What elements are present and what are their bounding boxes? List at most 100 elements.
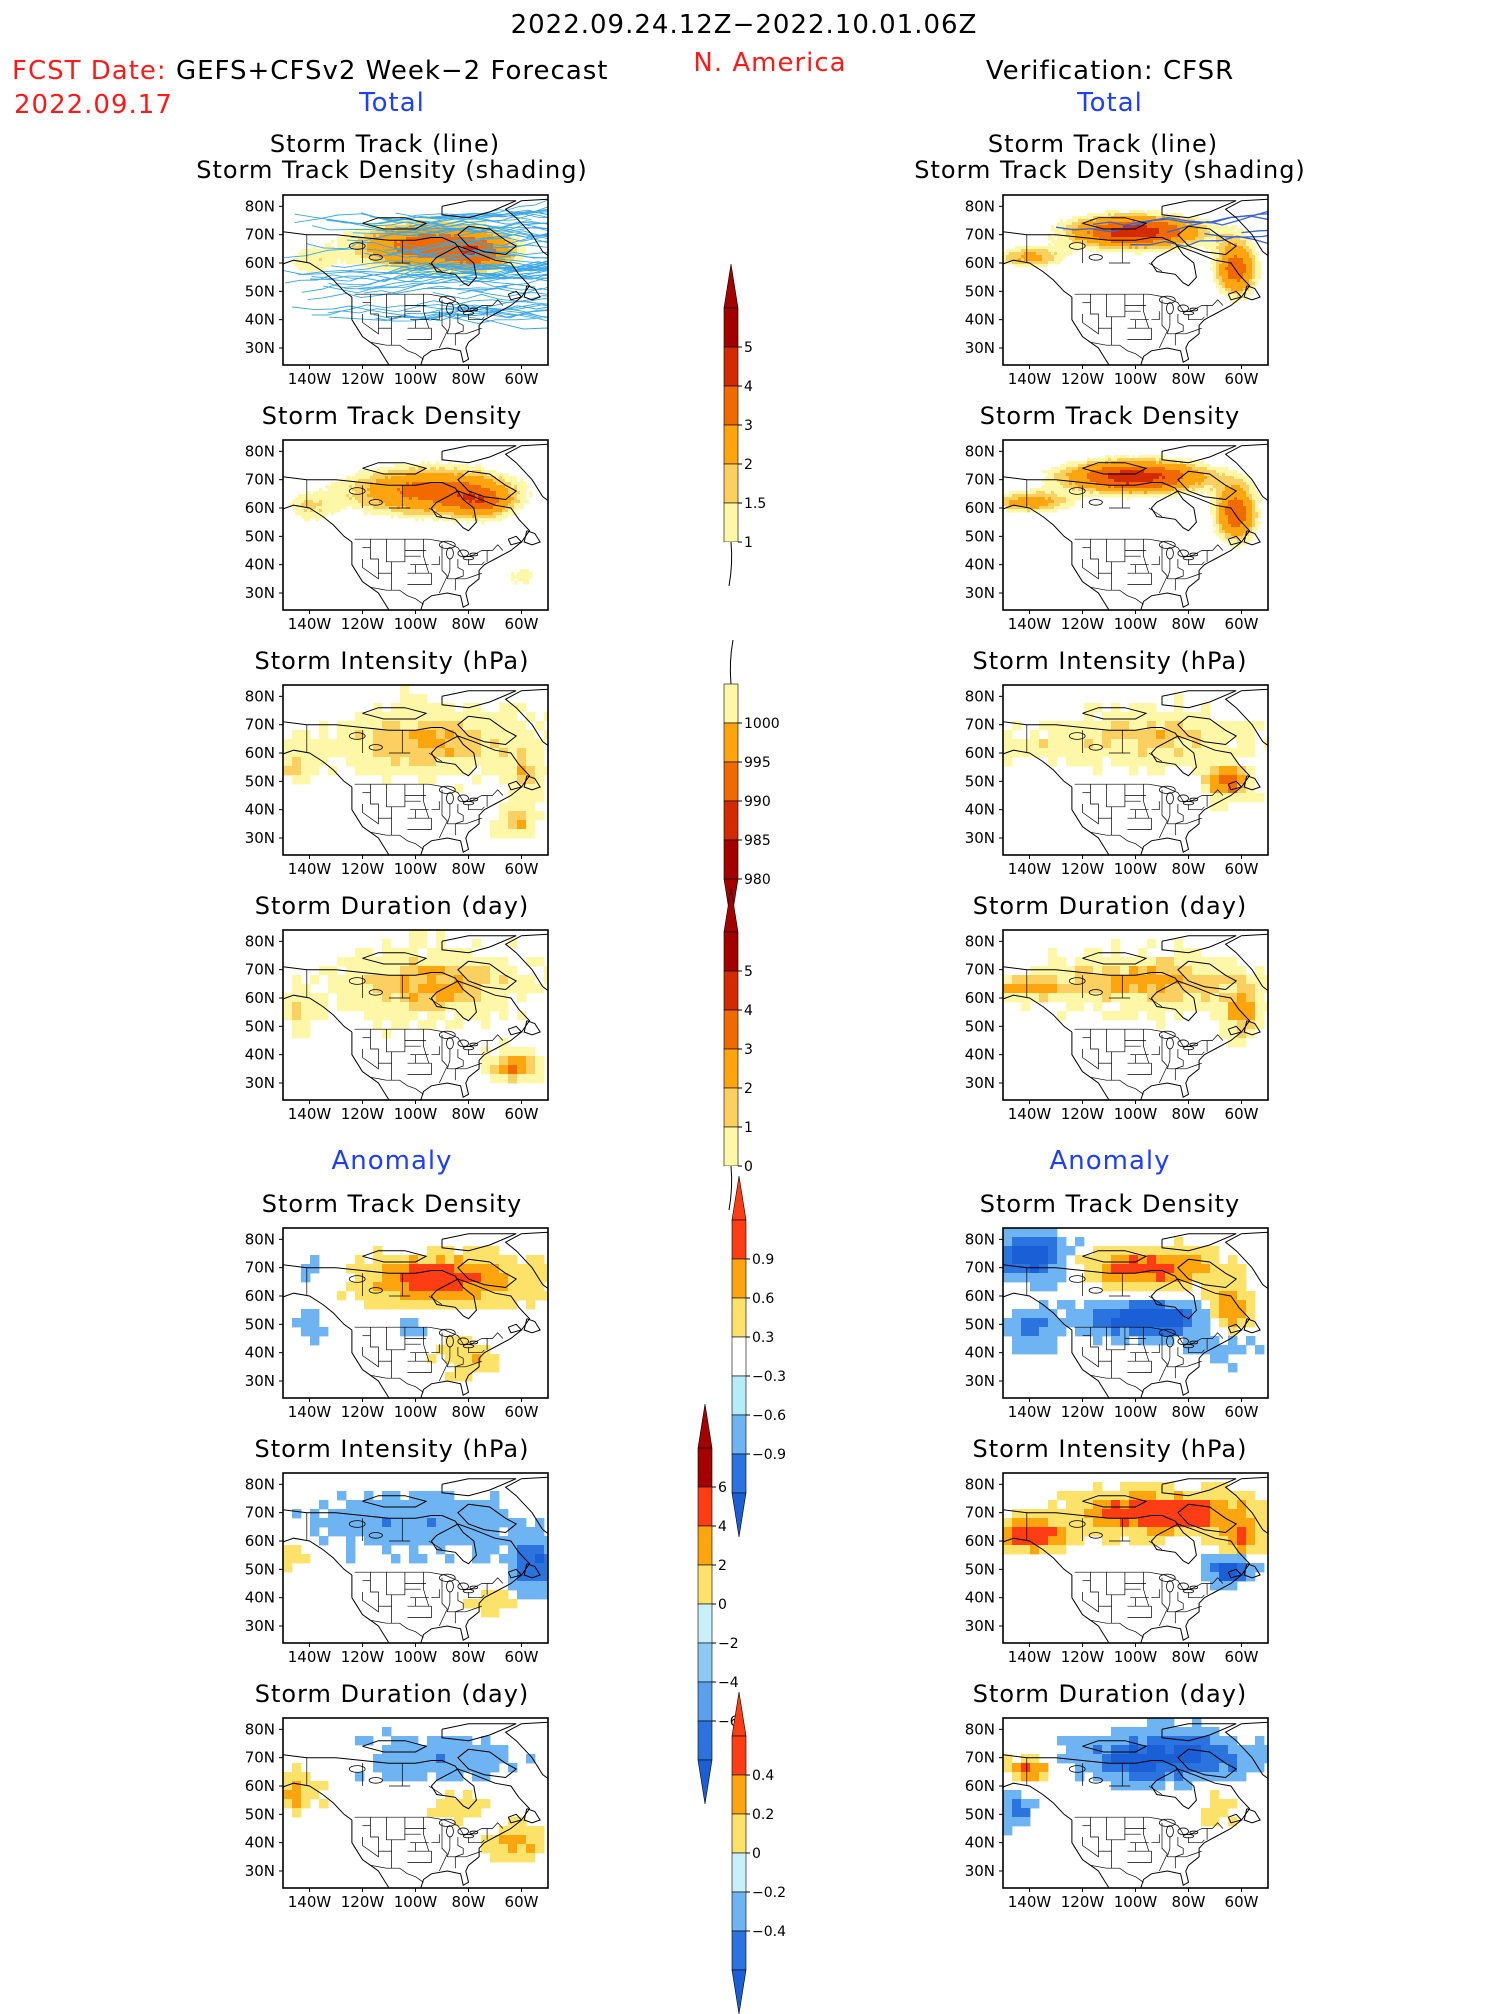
- lake-outline: [1089, 1288, 1102, 1294]
- lon-label: 120W: [341, 860, 385, 878]
- lon-label: 100W: [394, 860, 438, 878]
- colorbar-segment: [732, 1259, 746, 1298]
- colorbar-segment: [698, 1487, 712, 1526]
- colorbar-level-label: 0: [718, 1597, 727, 1613]
- lat-label: 70N: [965, 716, 995, 734]
- map-field: [955, 198, 1487, 365]
- fcst-date-value: 2022.09.17: [14, 90, 173, 120]
- lon-label: 100W: [394, 1403, 438, 1421]
- lake-outline: [1167, 1038, 1174, 1049]
- title-anom-intensity-right: Storm Intensity (hPa): [973, 1435, 1248, 1463]
- map-field: [235, 1476, 627, 1643]
- colorbar-segment: [698, 1565, 712, 1604]
- lon-label: 100W: [394, 1105, 438, 1123]
- lon-label: 60W: [505, 1105, 539, 1123]
- lat-label: 50N: [245, 1315, 275, 1333]
- lon-label: 100W: [1114, 1893, 1158, 1911]
- lat-label: 60N: [245, 1287, 275, 1305]
- lon-label: 140W: [288, 615, 332, 633]
- colorbar-level-label: 0.6: [752, 1291, 774, 1307]
- lon-label: 60W: [505, 1403, 539, 1421]
- lat-label: 70N: [965, 1504, 995, 1522]
- lat-label: 50N: [965, 1805, 995, 1823]
- lake-outline: [1167, 1581, 1174, 1592]
- map-field: [955, 443, 1347, 610]
- lat-label: 40N: [965, 556, 995, 574]
- lat-label: 50N: [245, 1017, 275, 1035]
- title-anom-duration-left: Storm Duration (day): [255, 1680, 530, 1708]
- lat-label: 30N: [245, 829, 275, 847]
- lat-label: 60N: [965, 744, 995, 762]
- lon-label: 100W: [1114, 1648, 1158, 1666]
- lat-label: 50N: [965, 527, 995, 545]
- fcst-header: FCST Date: GEFS+CFSv2 Week−2 Forecast: [12, 56, 609, 86]
- storm-track-line: [1242, 213, 1487, 233]
- fcst-model-label: GEFS+CFSv2 Week−2 Forecast: [176, 56, 609, 86]
- colorbar-level-label: 1: [744, 1120, 753, 1136]
- colorbar-segment: [724, 723, 738, 762]
- colorbar-segment: [724, 1049, 738, 1088]
- lat-label: 80N: [245, 197, 275, 215]
- colorbar-segment: [732, 1220, 746, 1259]
- title-track-line-left: Storm Track (line): [270, 130, 500, 158]
- lat-label: 80N: [245, 1720, 275, 1738]
- title-anom-duration-right: Storm Duration (day): [973, 1680, 1248, 1708]
- lon-label: 60W: [1225, 1105, 1259, 1123]
- lon-label: 60W: [1225, 1893, 1259, 1911]
- lat-label: 70N: [965, 226, 995, 244]
- title-track-shading-left: Storm Track Density (shading): [196, 156, 588, 184]
- verification-label: Verification: CFSR: [986, 56, 1234, 86]
- lat-label: 60N: [965, 989, 995, 1007]
- lat-label: 80N: [245, 932, 275, 950]
- colorbar-level-label: 5: [744, 340, 753, 356]
- lat-label: 80N: [965, 197, 995, 215]
- colorbar-level-label: −0.4: [752, 1924, 786, 1940]
- colorbar-level-label: 6: [718, 1480, 727, 1496]
- lat-label: 80N: [965, 687, 995, 705]
- anomaly-label-right: Anomaly: [1049, 1146, 1170, 1176]
- map-field: [235, 685, 627, 855]
- lon-label: 100W: [394, 1648, 438, 1666]
- lon-label: 140W: [288, 1105, 332, 1123]
- lon-label: 100W: [1114, 860, 1158, 878]
- lat-label: 30N: [245, 584, 275, 602]
- lat-label: 30N: [245, 339, 275, 357]
- colorbar-bottom-arrow: [698, 1760, 712, 1804]
- title-intensity-left: Storm Intensity (hPa): [255, 647, 530, 675]
- colorbar-segment: [698, 1682, 712, 1721]
- colorbar-segment: [724, 762, 738, 801]
- lon-label: 140W: [1008, 370, 1052, 388]
- lon-label: 120W: [1061, 1403, 1105, 1421]
- lon-label: 120W: [341, 370, 385, 388]
- lon-label: 140W: [1008, 1403, 1052, 1421]
- colorbar-segment: [724, 1127, 738, 1166]
- lat-label: 40N: [965, 1344, 995, 1362]
- lake-outline: [1167, 1826, 1174, 1837]
- lake-outline: [1089, 255, 1102, 261]
- map-field: [955, 688, 1347, 855]
- lat-label: 70N: [965, 471, 995, 489]
- lat-label: 50N: [965, 282, 995, 300]
- lat-label: 40N: [245, 1834, 275, 1852]
- colorbar-segment: [732, 1736, 746, 1775]
- lat-label: 50N: [245, 282, 275, 300]
- lon-label: 120W: [1061, 860, 1105, 878]
- lake-outline: [369, 1778, 382, 1784]
- colorbar-level-label: 0: [752, 1846, 761, 1862]
- colorbar-level-label: −0.2: [752, 1885, 786, 1901]
- colorbar-segment: [698, 1604, 712, 1643]
